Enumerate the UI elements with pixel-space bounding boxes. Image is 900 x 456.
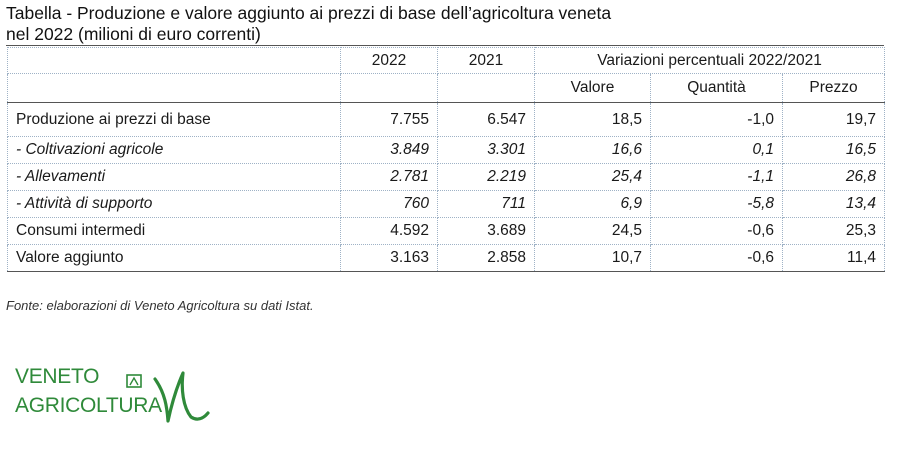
cell-2021: 2.858 [437, 244, 535, 272]
source-note: Fonte: elaborazioni di Veneto Agricoltur… [6, 298, 314, 313]
veneto-agricoltura-logo: VENETO AGRICOLTURA [15, 363, 215, 425]
cell-2022: 2.781 [340, 163, 438, 191]
cell-valore: 6,9 [534, 190, 651, 218]
cell-quantita: -1,0 [650, 102, 783, 137]
header-2022: 2022 [340, 47, 438, 74]
header-prezzo: Prezzo [781, 73, 886, 103]
header-valore: Valore [534, 73, 651, 103]
cell-2021: 2.219 [437, 163, 535, 191]
header-empty-cell [340, 73, 438, 103]
cell-prezzo: 19,7 [781, 102, 886, 137]
cell-quantita: -0,6 [650, 217, 783, 245]
table-row: - Allevamenti 2.781 2.219 25,4 -1,1 26,8 [7, 163, 886, 191]
header-row-measures: Valore Quantità Prezzo [7, 73, 886, 103]
cell-valore: 24,5 [534, 217, 651, 245]
cell-valore: 25,4 [534, 163, 651, 191]
cell-2021: 6.547 [437, 102, 535, 137]
table-row: Consumi intermedi 4.592 3.689 24,5 -0,6 … [7, 217, 886, 245]
header-2021: 2021 [437, 47, 535, 74]
row-label: - Coltivazioni agricole [7, 136, 341, 164]
table-title-line2: nel 2022 (milioni di euro correnti) [6, 24, 261, 44]
cell-2021: 711 [437, 190, 535, 218]
cell-prezzo: 13,4 [781, 190, 886, 218]
cell-valore: 16,6 [534, 136, 651, 164]
row-label: - Allevamenti [7, 163, 341, 191]
header-quantita: Quantità [650, 73, 783, 103]
row-label: Produzione ai prezzi di base [7, 102, 341, 137]
cell-prezzo: 11,4 [781, 244, 886, 272]
logo-text-line1: VENETO [15, 365, 100, 388]
data-table: 2022 2021 Variazioni percentuali 2022/20… [7, 47, 886, 272]
cell-prezzo: 25,3 [781, 217, 886, 245]
header-empty-cell [7, 73, 341, 103]
cell-prezzo: 16,5 [781, 136, 886, 164]
row-label: - Attività di supporto [7, 190, 341, 218]
table-title-line1: Tabella - Produzione e valore aggiunto a… [6, 3, 612, 23]
logo-text-line2: AGRICOLTURA [15, 394, 162, 417]
cell-2022: 760 [340, 190, 438, 218]
cell-prezzo: 26,8 [781, 163, 886, 191]
cell-valore: 10,7 [534, 244, 651, 272]
header-row-years: 2022 2021 Variazioni percentuali 2022/20… [7, 47, 886, 74]
table-row: - Coltivazioni agricole 3.849 3.301 16,6… [7, 136, 886, 164]
title-divider [6, 45, 884, 46]
cell-valore: 18,5 [534, 102, 651, 137]
row-label: Consumi intermedi [7, 217, 341, 245]
cell-quantita: 0,1 [650, 136, 783, 164]
logo-mark-icon [126, 371, 210, 423]
cell-2022: 3.163 [340, 244, 438, 272]
row-label: Valore aggiunto [7, 244, 341, 272]
cell-2022: 3.849 [340, 136, 438, 164]
header-empty-cell [437, 73, 535, 103]
cell-quantita: -5,8 [650, 190, 783, 218]
cell-2022: 4.592 [340, 217, 438, 245]
header-variations: Variazioni percentuali 2022/2021 [533, 47, 886, 74]
table-row: Valore aggiunto 3.163 2.858 10,7 -0,6 11… [7, 244, 886, 272]
table-title: Tabella - Produzione e valore aggiunto a… [6, 3, 886, 45]
table-row: - Attività di supporto 760 711 6,9 -5,8 … [7, 190, 886, 218]
cell-2021: 3.689 [437, 217, 535, 245]
cell-quantita: -0,6 [650, 244, 783, 272]
table-row: Produzione ai prezzi di base 7.755 6.547… [7, 102, 886, 137]
cell-2022: 7.755 [340, 102, 438, 137]
cell-2021: 3.301 [437, 136, 535, 164]
cell-quantita: -1,1 [650, 163, 783, 191]
header-empty-cell [7, 47, 341, 74]
